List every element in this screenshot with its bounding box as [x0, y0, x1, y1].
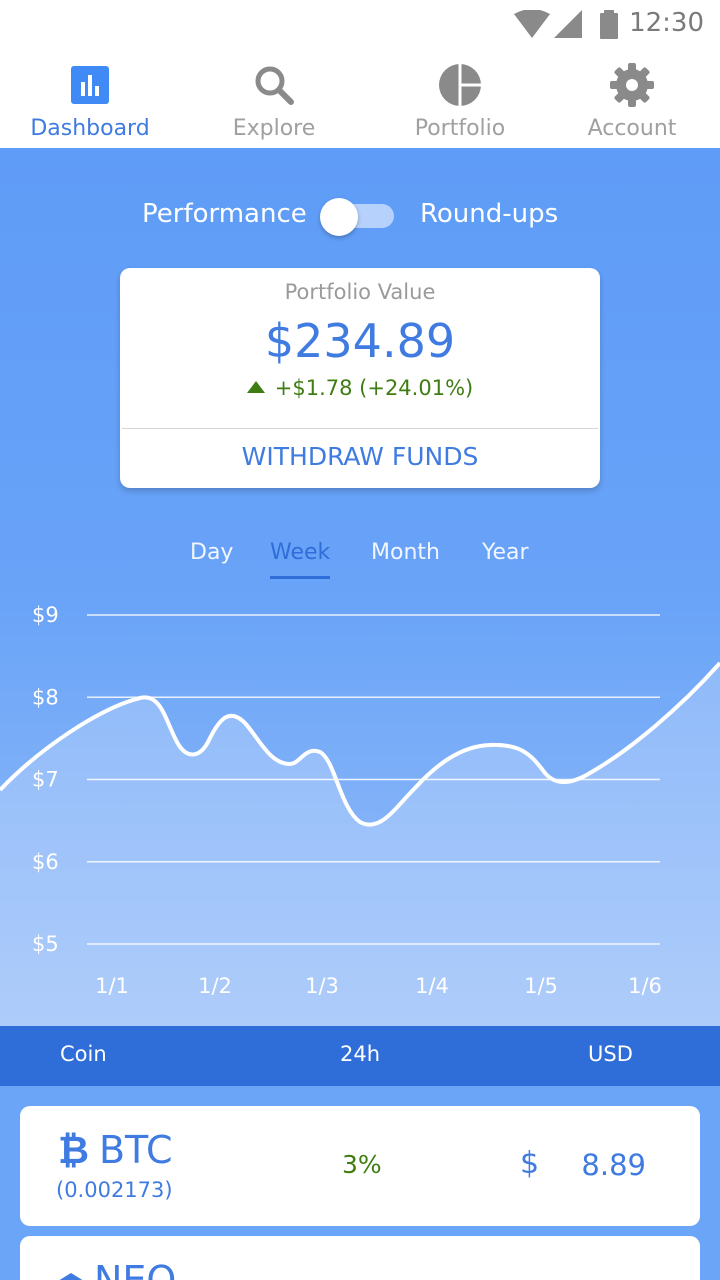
battery-icon [600, 10, 618, 39]
toggle-right-label: Round-ups [420, 199, 559, 229]
x-tick-label: 1/5 [524, 974, 558, 998]
tab-dashboard[interactable]: Dashboard [20, 48, 160, 148]
y-tick-label: $6 [32, 850, 59, 874]
x-tick-label: 1/6 [628, 974, 662, 998]
coin-amount: (0.002173) [56, 1178, 173, 1202]
coin-24h-change: 3% [342, 1150, 382, 1179]
gear-icon [610, 63, 654, 107]
bitcoin-icon: ₿ [58, 1128, 89, 1172]
pie-chart-icon [439, 64, 481, 106]
tab-portfolio[interactable]: Portfolio [390, 48, 530, 148]
portfolio-value-title: Portfolio Value [284, 280, 436, 304]
chart-area-fill [0, 663, 720, 1026]
withdraw-funds-button[interactable]: WITHDRAW FUNDS [241, 442, 479, 471]
mode-toggle-row: Performance Round-ups [0, 196, 720, 236]
coin-row-neo[interactable]: NEO [20, 1236, 700, 1280]
coin-name: ₿ BTC [58, 1128, 173, 1173]
header-coin: Coin [60, 1042, 107, 1066]
bar-chart-icon [71, 66, 109, 104]
mode-toggle-switch[interactable] [320, 198, 396, 236]
coin-symbol: NEO [94, 1258, 177, 1280]
top-nav: Dashboard Explore Portfolio Account [0, 48, 720, 148]
up-arrow-icon [246, 381, 265, 393]
range-year[interactable]: Year [482, 540, 529, 565]
tab-explore[interactable]: Explore [204, 48, 344, 148]
x-tick-label: 1/3 [305, 974, 339, 998]
y-tick-label: $9 [32, 603, 59, 627]
neo-icon [58, 1273, 84, 1280]
tab-account[interactable]: Account [562, 48, 702, 148]
range-day[interactable]: Day [190, 540, 234, 565]
x-tick-label: 1/2 [198, 974, 232, 998]
y-tick-label: $7 [32, 768, 59, 792]
range-week[interactable]: Week [270, 540, 331, 579]
toggle-knob [320, 198, 358, 236]
status-bar: 12:30 [0, 0, 720, 48]
toggle-left-label: Performance [142, 199, 307, 229]
dashboard-hero: $5 $6 $7 $8 $9 1/1 1/2 1/3 1/4 1/5 1/6 Performance… [0, 148, 720, 1026]
card-divider [122, 428, 598, 429]
coin-table-header: Coin 24h USD [0, 1026, 720, 1086]
coin-usd-value: 8.89 [581, 1148, 646, 1182]
header-usd: USD [588, 1042, 633, 1066]
chart-series-line [0, 661, 720, 827]
x-tick-label: 1/1 [95, 974, 129, 998]
tab-explore-label: Explore [232, 116, 316, 141]
y-tick-label: $5 [32, 932, 59, 956]
time-range-tabs: Day Week Month Year [0, 540, 720, 584]
coin-list: ₿ BTC (0.002173) 3% $ 8.89 NEO [0, 1086, 720, 1280]
portfolio-change-text: +$1.78 (+24.01%) [274, 376, 474, 400]
portfolio-change: +$1.78 (+24.01%) [120, 376, 600, 400]
y-tick-label: $8 [32, 685, 59, 709]
status-time: 12:30 [629, 8, 704, 38]
wifi-icon [514, 10, 550, 38]
currency-symbol: $ [520, 1146, 540, 1181]
tab-portfolio-label: Portfolio [414, 116, 506, 141]
portfolio-value-amount: $234.89 [264, 314, 456, 368]
coin-row-btc[interactable]: ₿ BTC (0.002173) 3% $ 8.89 [20, 1106, 700, 1226]
portfolio-value-card: Portfolio Value $234.89 +$1.78 (+24.01%)… [120, 268, 600, 488]
performance-chart: $5 $6 $7 $8 $9 1/1 1/2 1/3 1/4 1/5 1/6 [0, 603, 720, 1026]
tab-dashboard-label: Dashboard [30, 116, 150, 141]
range-month[interactable]: Month [371, 540, 440, 565]
x-tick-label: 1/4 [415, 974, 449, 998]
coin-symbol: BTC [98, 1128, 173, 1172]
header-24h: 24h [340, 1042, 381, 1066]
coin-name: NEO [58, 1258, 176, 1280]
signal-icon [554, 10, 582, 38]
search-icon [255, 66, 294, 105]
tab-account-label: Account [587, 116, 677, 141]
